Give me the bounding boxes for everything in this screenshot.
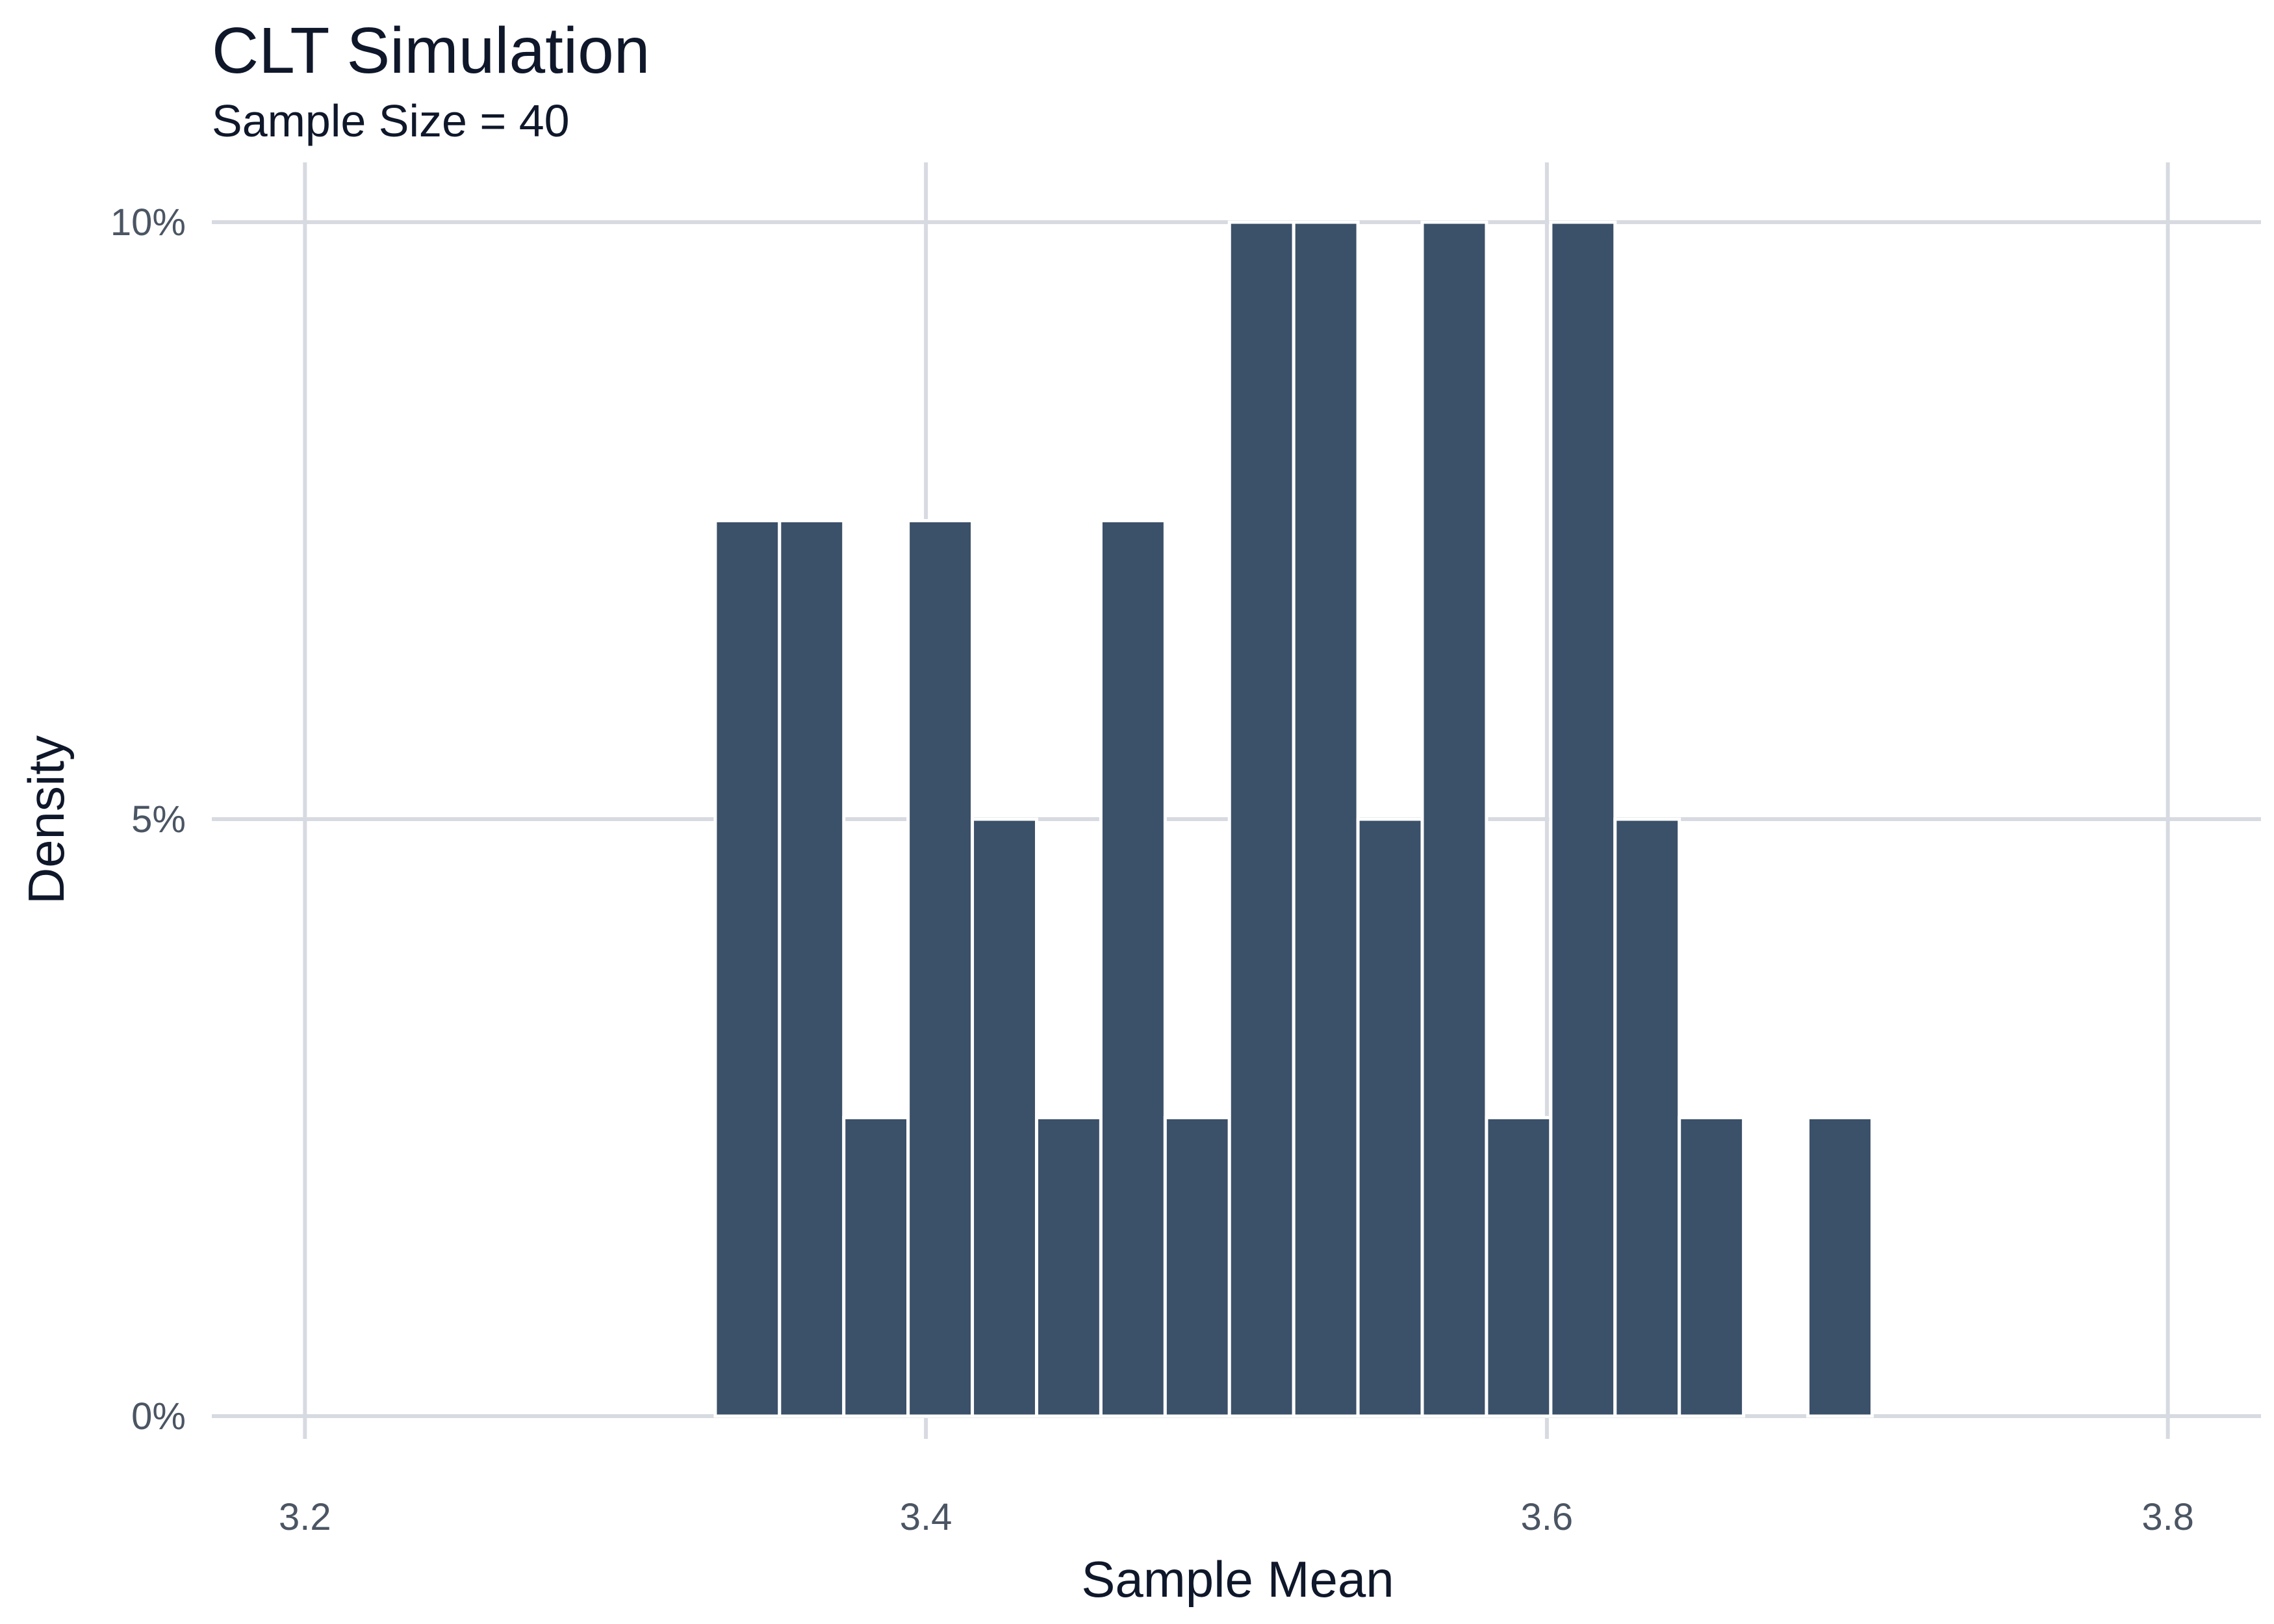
y-axis-title: Density — [18, 735, 75, 904]
histogram-bar — [713, 519, 782, 1418]
chart-subtitle: Sample Size = 40 — [212, 95, 570, 146]
histogram-bar — [778, 519, 846, 1418]
histogram-bar — [1420, 220, 1488, 1418]
y-tick-label: 5% — [131, 798, 186, 841]
histogram-bar — [1678, 1116, 1746, 1418]
histogram-bar — [906, 519, 975, 1418]
x-tick-label: 3.8 — [2141, 1496, 2194, 1538]
histogram-bar — [1163, 1116, 1231, 1418]
histogram-bar — [1356, 817, 1424, 1418]
histogram-bar — [1485, 1116, 1553, 1418]
histogram-bar — [1806, 1116, 1874, 1418]
axis-ticks: 0% 5% 10% 3.2 3.4 3.6 3.8 — [110, 201, 2194, 1538]
histogram-bar — [1099, 519, 1167, 1418]
histogram-bars — [713, 220, 1874, 1418]
histogram-bar — [1034, 1116, 1103, 1418]
histogram-bar — [971, 817, 1038, 1418]
x-tick-label: 3.2 — [279, 1496, 331, 1538]
histogram-bar — [1292, 220, 1360, 1418]
chart-title: CLT Simulation — [212, 14, 650, 87]
x-axis-title: Sample Mean — [1081, 1551, 1394, 1608]
y-tick-label: 10% — [110, 201, 186, 244]
histogram-bar — [1227, 220, 1296, 1418]
histogram-bar — [1549, 220, 1617, 1418]
histogram-bar — [1613, 817, 1681, 1418]
x-tick-label: 3.6 — [1521, 1496, 1574, 1538]
histogram-bar — [842, 1116, 910, 1418]
x-tick-label: 3.4 — [900, 1496, 952, 1538]
y-tick-label: 0% — [131, 1395, 186, 1438]
